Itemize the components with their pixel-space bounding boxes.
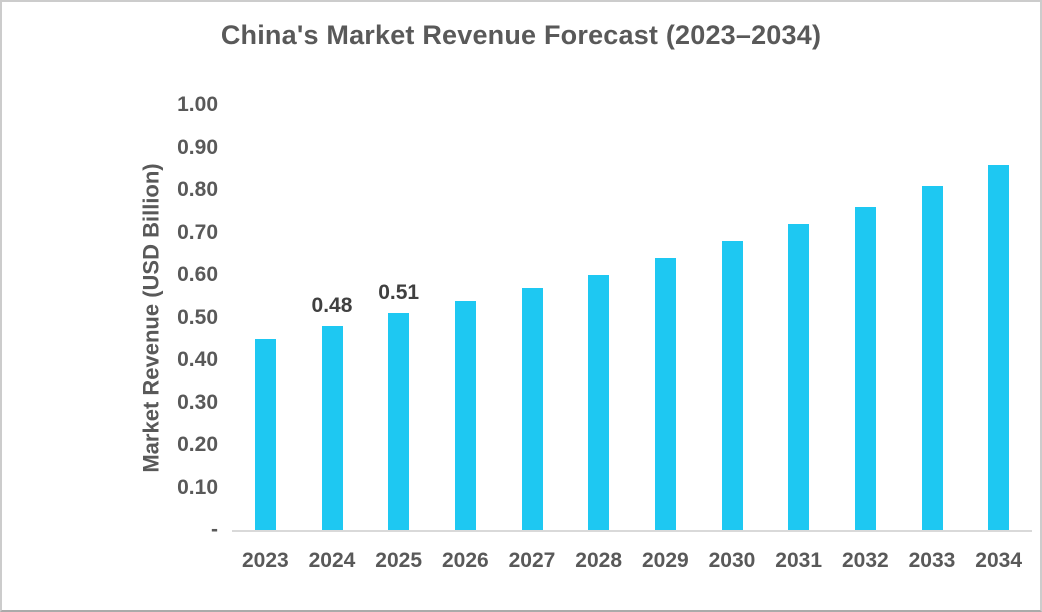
x-label-2027: 2027 [508, 549, 556, 572]
x-label-2034: 2034 [975, 549, 1023, 572]
bar-2025 [388, 313, 410, 530]
y-axis-tick-labels: 1.00 0.90 0.80 0.70 0.60 0.50 0.40 0.30 0.20 0.10… [2, 2, 222, 610]
y-tick-label: 0.20 [177, 433, 218, 456]
x-label-2033: 2033 [908, 549, 956, 572]
x-axis-labels: 2023 2024 2025 2026 2027 2028 2029 2030 2031 2032… [232, 546, 1032, 580]
bar-2024 [321, 326, 343, 530]
plot-area: 0.48 0.51 [232, 103, 1032, 532]
x-label-2025: 2025 [375, 549, 423, 572]
bar-2031 [788, 224, 810, 530]
y-tick-label: 0.40 [177, 348, 218, 371]
data-label-2024: 0.48 [311, 294, 353, 317]
y-tick-label: 0.60 [177, 263, 218, 286]
bar-2030 [721, 241, 743, 530]
y-tick-label: 0.90 [177, 135, 218, 159]
x-label-2024: 2024 [308, 549, 356, 572]
bar-2023 [254, 338, 276, 530]
y-tick-label: - [211, 518, 218, 541]
y-tick-label: 0.10 [177, 475, 218, 499]
bar-2029 [654, 258, 676, 530]
y-tick-label: 1.00 [177, 93, 218, 116]
y-tick-label: 0.80 [177, 178, 218, 201]
x-label-2032: 2032 [841, 549, 889, 572]
bar-2028 [588, 275, 610, 530]
x-label-2023: 2023 [241, 549, 289, 572]
data-label-2025: 0.51 [378, 281, 420, 305]
bar-2026 [454, 300, 476, 530]
x-label-2028: 2028 [575, 549, 623, 572]
bar-2032 [854, 207, 876, 530]
bar-2034 [988, 164, 1010, 530]
x-label-2026: 2026 [441, 549, 489, 572]
bar-2027 [521, 287, 543, 530]
x-label-2029: 2029 [641, 549, 689, 572]
x-label-2030: 2030 [708, 549, 756, 572]
bar-2033 [921, 185, 943, 530]
y-tick-label: 0.50 [177, 305, 218, 329]
y-tick-label: 0.30 [177, 390, 218, 414]
x-label-2031: 2031 [775, 549, 823, 572]
chart-title: China's Market Revenue Forecast (2023–20… [220, 20, 822, 50]
y-tick-label: 0.70 [177, 220, 218, 244]
